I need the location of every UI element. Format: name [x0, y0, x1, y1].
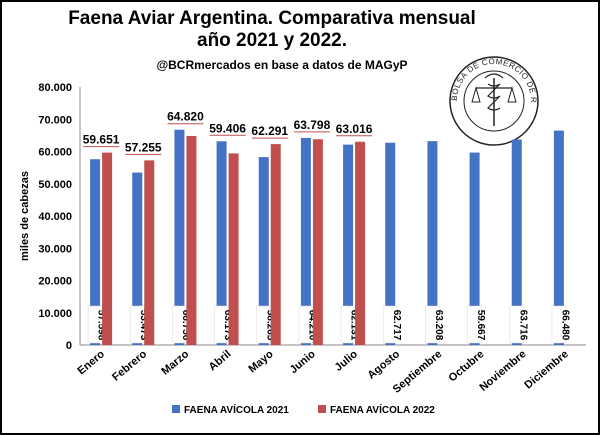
legend-label-2021: FAENA AVÍCOLA 2021: [184, 403, 289, 416]
x-tick-label: Abril: [207, 348, 234, 373]
data-label-2022: 59.406: [209, 121, 246, 135]
bar-2022: [228, 153, 239, 345]
x-tick-label: Agosto: [365, 348, 402, 382]
data-label-box-2021: [425, 305, 440, 344]
y-tick-label: 50.000: [38, 179, 72, 191]
legend-label-2022: FAENA AVÍCOLA 2022: [330, 403, 435, 416]
y-tick-label: 80.000: [38, 82, 72, 94]
legend-swatch-2022: [318, 405, 326, 413]
bar-2021: [469, 152, 480, 345]
bar-2022: [186, 135, 197, 345]
y-tick-label: 10.000: [38, 308, 72, 320]
data-label-2021: 66.756: [180, 310, 191, 341]
y-axis-label: miles de cabezas: [19, 171, 31, 261]
x-tick-label: Junio: [288, 348, 318, 376]
x-tick-label: Diciembre: [522, 348, 570, 391]
seal-text: BOLSA DE COMERCIO DE ROSARIO: [2, 2, 538, 103]
bar-2021: [174, 129, 185, 345]
data-label-2021: 58.265: [264, 310, 275, 341]
data-label-2021: 63.716: [517, 310, 528, 341]
data-label-2021: 66.480: [559, 310, 570, 341]
bar-2021: [132, 172, 143, 345]
bar-2021: [300, 137, 311, 345]
data-label-2022: 63.798: [294, 118, 331, 132]
data-label-2021: 62.131: [349, 310, 360, 341]
legend-swatch-2021: [172, 405, 180, 413]
x-tick-label: Julio: [333, 348, 361, 374]
bar-2022: [312, 139, 323, 345]
x-tick-label: Enero: [75, 348, 107, 377]
bar-2021: [511, 139, 522, 345]
y-tick-label: 40.000: [38, 211, 72, 223]
data-label-2022: 57.255: [125, 140, 162, 154]
bar-2022: [102, 152, 113, 345]
x-tick-label: Octubre: [446, 348, 486, 384]
x-tick-label: Mayo: [246, 348, 275, 375]
data-label-2021: 64.210: [306, 310, 317, 341]
bar-2021: [216, 141, 227, 345]
bar-2022: [270, 144, 281, 345]
data-label-2022: 63.016: [336, 122, 373, 136]
data-label-2021: 53.473: [138, 310, 149, 341]
data-label-2022: 64.820: [167, 110, 204, 124]
data-label-box-2021: [551, 305, 567, 344]
x-tick-label: Febrero: [110, 348, 149, 384]
data-label-box-2021: [509, 305, 524, 344]
data-label-box-2021: [383, 305, 398, 344]
data-label-2021: 63.173: [222, 310, 233, 341]
data-label-2022: 62.291: [251, 124, 288, 138]
bar-2022: [355, 141, 366, 345]
data-label-2022: 59.651: [83, 133, 120, 147]
bar-2021: [427, 141, 438, 345]
y-tick-label: 20.000: [38, 276, 72, 288]
data-label-2021: 63.208: [433, 310, 444, 341]
bar-2021: [258, 157, 269, 345]
data-label-box-2021: [467, 305, 482, 344]
data-label-2021: 57.598: [96, 310, 107, 341]
chart-title: Faena Aviar Argentina. Comparativa mensu…: [68, 8, 476, 51]
svg-text:BOLSA DE COMERCIO DE ROSARIO: BOLSA DE COMERCIO DE ROSARIO: [2, 2, 538, 103]
bar-2022: [144, 160, 155, 345]
y-tick-label: 30.000: [38, 243, 72, 255]
data-label-2021: 59.667: [475, 310, 486, 341]
y-tick-label: 60.000: [38, 147, 72, 159]
chart-subtitle: @BCRmercados en base a datos de MAGyP: [156, 58, 408, 72]
data-label-2021: 62.717: [391, 310, 402, 341]
bar-2021: [553, 130, 564, 345]
bar-2021: [343, 144, 354, 345]
x-tick-label: Noviembre: [477, 348, 528, 394]
y-tick-label: 70.000: [38, 114, 72, 126]
bar-2021: [90, 159, 101, 345]
bar-2021: [385, 142, 396, 345]
x-tick-label: Marzo: [159, 348, 191, 378]
y-tick-label: 0: [66, 340, 72, 352]
